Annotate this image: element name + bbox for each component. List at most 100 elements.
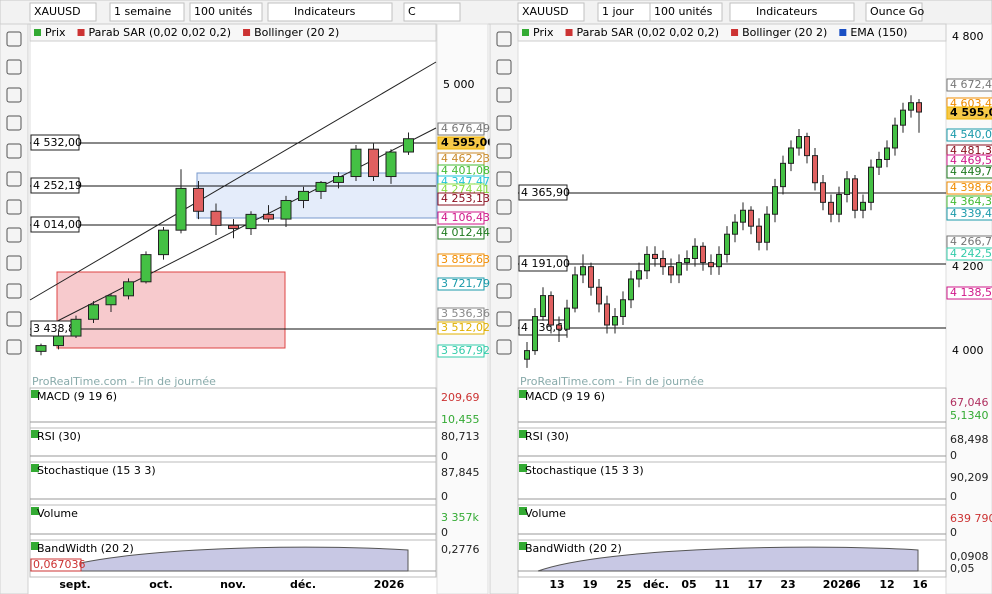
candle-body <box>660 257 666 268</box>
candle-body <box>652 253 658 259</box>
tool-icon[interactable] <box>496 87 512 103</box>
tool-icon[interactable] <box>6 311 22 327</box>
candle-body <box>35 345 47 352</box>
pane-title-box <box>519 507 527 515</box>
candle-body <box>280 199 292 220</box>
toolbar-dropdown[interactable] <box>403 2 461 22</box>
candle-body <box>333 176 344 183</box>
toolbar-dropdown[interactable] <box>865 2 923 22</box>
legend-swatch[interactable] <box>839 29 847 36</box>
bandwidth-area <box>49 546 409 572</box>
candle-body <box>844 178 850 195</box>
toolbar-dropdown[interactable] <box>729 2 855 22</box>
legend-item: EMA (150) <box>850 26 907 39</box>
pane <box>29 461 437 506</box>
legend-swatch[interactable] <box>77 29 85 36</box>
pane-title: Volume <box>525 507 566 520</box>
candle-body <box>644 253 650 272</box>
level-box <box>30 216 80 233</box>
zone <box>196 172 438 219</box>
tool-icon[interactable] <box>6 199 22 215</box>
pane-title: RSI (30) <box>525 430 569 443</box>
pane-value: 0 <box>441 526 448 539</box>
toolbar-dropdown[interactable] <box>29 2 97 22</box>
legend-swatch[interactable] <box>731 29 739 36</box>
tool-icon[interactable] <box>496 339 512 355</box>
toolbar-dropdown[interactable] <box>267 2 393 22</box>
price-label-box <box>437 211 485 225</box>
tool-icon[interactable] <box>6 171 22 187</box>
axis-tick-label: 5 000 <box>443 78 475 91</box>
tool-icon[interactable] <box>6 115 22 131</box>
tool-icon[interactable] <box>496 115 512 131</box>
price-label: 4 242,54 <box>950 247 992 260</box>
price-label: 4 672,46 <box>950 78 992 91</box>
pane-title: Volume <box>37 507 78 520</box>
watermark: ProRealTime.com - Fin de journée <box>520 375 704 388</box>
pane <box>517 427 947 463</box>
tool-icon[interactable] <box>6 283 22 299</box>
x-axis-label: 2026 <box>823 578 854 591</box>
level-label: 4 014,00 <box>33 218 82 231</box>
pane-title-box <box>31 430 39 438</box>
legend-swatch[interactable] <box>522 29 529 36</box>
candle-body <box>385 151 397 178</box>
tool-icon[interactable] <box>496 311 512 327</box>
legend-item: Prix <box>533 26 554 39</box>
tool-icon[interactable] <box>6 31 22 47</box>
tool-icon[interactable] <box>6 87 22 103</box>
pane-value: 639 790 <box>950 512 992 525</box>
tool-icon[interactable] <box>6 143 22 159</box>
level-label: 4 036,67 <box>521 321 570 334</box>
tool-icon[interactable] <box>496 283 512 299</box>
toolbar-dropdown[interactable] <box>189 2 263 22</box>
legend-swatch[interactable] <box>243 29 251 36</box>
legend-swatch[interactable] <box>34 29 41 36</box>
tool-icon[interactable] <box>496 143 512 159</box>
candle-body <box>732 221 738 235</box>
chart-area <box>517 23 947 389</box>
toolbar-dropdown[interactable] <box>649 2 723 22</box>
price-label-box <box>946 165 992 179</box>
x-axis-label: 06 <box>845 578 861 591</box>
tool-icon[interactable] <box>496 255 512 271</box>
price-label: 4 401,08 <box>441 164 490 177</box>
pane-title: BandWidth (20 2) <box>525 542 622 555</box>
tool-icon[interactable] <box>6 59 22 75</box>
candle-body <box>532 316 538 352</box>
toolbar-dropdown[interactable] <box>109 2 185 22</box>
price-label-box <box>946 106 992 120</box>
trend-line <box>29 61 437 301</box>
toolbar-text: C <box>408 5 416 18</box>
tool-icon[interactable] <box>496 227 512 243</box>
pane <box>29 504 437 541</box>
tool-icon[interactable] <box>496 31 512 47</box>
tool-icon[interactable] <box>6 227 22 243</box>
price-label: 4 449,71 <box>950 165 992 178</box>
pane-title-box <box>31 507 39 515</box>
x-axis-label: oct. <box>149 578 173 591</box>
price-label-box <box>437 321 485 335</box>
tool-icon[interactable] <box>6 339 22 355</box>
tool-icon[interactable] <box>496 199 512 215</box>
tool-icon[interactable] <box>6 255 22 271</box>
tool-icon[interactable] <box>496 171 512 187</box>
candle-body <box>692 245 698 259</box>
candle-body <box>315 181 327 192</box>
candle-body <box>158 229 169 256</box>
tool-icon[interactable] <box>496 59 512 75</box>
candle-body <box>804 136 810 157</box>
pane-title: Stochastique (15 3 3) <box>37 464 156 477</box>
chart-area <box>29 23 437 389</box>
pane-value: 0 <box>950 490 957 503</box>
price-label-box <box>437 253 485 267</box>
legend-swatch[interactable] <box>565 29 573 36</box>
pane-value: 80,713 <box>441 430 480 443</box>
candle-body <box>772 186 778 215</box>
pane-value: 68,498 <box>950 433 989 446</box>
toolbar-dropdown[interactable] <box>517 2 585 22</box>
legend-item: Bollinger (20 2) <box>254 26 339 39</box>
toolbar-text: 100 unités <box>194 5 253 18</box>
axis-tick-label: 4 000 <box>952 344 984 357</box>
candle-body <box>796 136 802 149</box>
